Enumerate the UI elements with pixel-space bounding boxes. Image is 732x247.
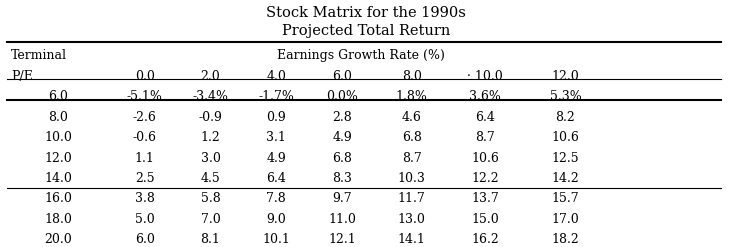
Text: 8.3: 8.3 — [332, 172, 352, 185]
Text: 12.1: 12.1 — [329, 233, 356, 247]
Text: 15.7: 15.7 — [552, 192, 579, 206]
Text: 12.2: 12.2 — [471, 172, 498, 185]
Text: 6.4: 6.4 — [475, 111, 495, 124]
Text: 6.0: 6.0 — [48, 90, 69, 103]
Text: 7.0: 7.0 — [201, 213, 220, 226]
Text: -0.9: -0.9 — [198, 111, 223, 124]
Text: 10.3: 10.3 — [397, 172, 426, 185]
Text: 1.2: 1.2 — [201, 131, 220, 144]
Text: 15.0: 15.0 — [471, 213, 498, 226]
Text: 11.0: 11.0 — [328, 213, 356, 226]
Text: 17.0: 17.0 — [552, 213, 579, 226]
Text: Earnings Growth Rate (%): Earnings Growth Rate (%) — [277, 49, 444, 62]
Text: P/E: P/E — [11, 70, 33, 83]
Text: -3.4%: -3.4% — [193, 90, 228, 103]
Text: · 10.0: · 10.0 — [467, 70, 503, 83]
Text: 4.5: 4.5 — [201, 172, 220, 185]
Text: 14.0: 14.0 — [45, 172, 72, 185]
Text: 18.0: 18.0 — [45, 213, 72, 226]
Text: 6.8: 6.8 — [402, 131, 422, 144]
Text: 6.0: 6.0 — [332, 70, 352, 83]
Text: 2.0: 2.0 — [201, 70, 220, 83]
Text: 10.1: 10.1 — [262, 233, 291, 247]
Text: 8.2: 8.2 — [556, 111, 575, 124]
Text: Terminal: Terminal — [11, 49, 67, 62]
Text: 8.7: 8.7 — [402, 152, 422, 165]
Text: 1.1: 1.1 — [135, 152, 154, 165]
Text: -2.6: -2.6 — [132, 111, 157, 124]
Text: 9.0: 9.0 — [266, 213, 286, 226]
Text: 18.2: 18.2 — [552, 233, 579, 247]
Text: -0.6: -0.6 — [132, 131, 157, 144]
Text: 20.0: 20.0 — [45, 233, 72, 247]
Text: 7.8: 7.8 — [266, 192, 286, 206]
Text: 16.2: 16.2 — [471, 233, 498, 247]
Text: 6.4: 6.4 — [266, 172, 286, 185]
Text: 13.7: 13.7 — [471, 192, 498, 206]
Text: 4.9: 4.9 — [266, 152, 286, 165]
Text: 12.0: 12.0 — [552, 70, 579, 83]
Text: 2.5: 2.5 — [135, 172, 154, 185]
Text: 3.6%: 3.6% — [469, 90, 501, 103]
Text: 4.6: 4.6 — [402, 111, 422, 124]
Text: 5.8: 5.8 — [201, 192, 220, 206]
Text: 16.0: 16.0 — [45, 192, 72, 206]
Text: 12.5: 12.5 — [552, 152, 579, 165]
Text: 0.9: 0.9 — [266, 111, 286, 124]
Text: -1.7%: -1.7% — [258, 90, 294, 103]
Text: 9.7: 9.7 — [332, 192, 352, 206]
Text: 8.0: 8.0 — [48, 111, 69, 124]
Text: 8.1: 8.1 — [201, 233, 220, 247]
Text: 2.8: 2.8 — [332, 111, 352, 124]
Text: 1.8%: 1.8% — [396, 90, 427, 103]
Text: 4.0: 4.0 — [266, 70, 286, 83]
Text: 14.1: 14.1 — [397, 233, 426, 247]
Text: 5.0: 5.0 — [135, 213, 154, 226]
Text: 0.0%: 0.0% — [326, 90, 358, 103]
Text: 3.0: 3.0 — [201, 152, 220, 165]
Text: 11.7: 11.7 — [398, 192, 425, 206]
Text: 3.8: 3.8 — [135, 192, 154, 206]
Text: 10.6: 10.6 — [551, 131, 580, 144]
Text: 6.8: 6.8 — [332, 152, 352, 165]
Text: 0.0: 0.0 — [135, 70, 154, 83]
Text: 5.3%: 5.3% — [550, 90, 581, 103]
Text: 4.9: 4.9 — [332, 131, 352, 144]
Text: 8.0: 8.0 — [402, 70, 422, 83]
Text: -5.1%: -5.1% — [127, 90, 163, 103]
Text: 10.6: 10.6 — [471, 152, 499, 165]
Text: 6.0: 6.0 — [135, 233, 154, 247]
Text: 14.2: 14.2 — [552, 172, 579, 185]
Text: 3.1: 3.1 — [266, 131, 286, 144]
Text: 10.0: 10.0 — [45, 131, 72, 144]
Text: Projected Total Return: Projected Total Return — [282, 24, 450, 39]
Text: 13.0: 13.0 — [397, 213, 426, 226]
Text: 12.0: 12.0 — [45, 152, 72, 165]
Text: Stock Matrix for the 1990s: Stock Matrix for the 1990s — [266, 6, 466, 20]
Text: 8.7: 8.7 — [475, 131, 495, 144]
